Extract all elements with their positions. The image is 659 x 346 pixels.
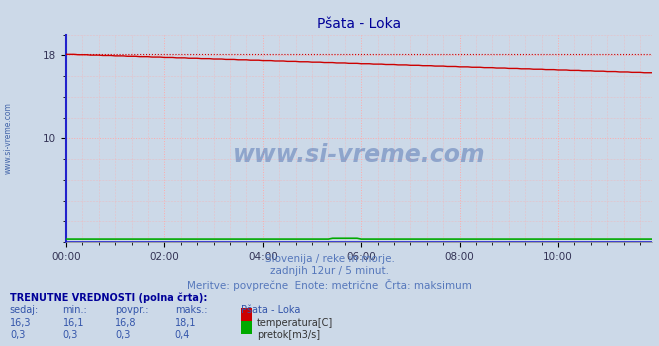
Text: 18,1: 18,1 <box>175 318 196 328</box>
Text: zadnjih 12ur / 5 minut.: zadnjih 12ur / 5 minut. <box>270 266 389 276</box>
Text: 0,3: 0,3 <box>63 330 78 340</box>
Text: temperatura[C]: temperatura[C] <box>257 318 333 328</box>
Text: povpr.:: povpr.: <box>115 305 149 315</box>
Text: 16,3: 16,3 <box>10 318 32 328</box>
Text: maks.:: maks.: <box>175 305 207 315</box>
Text: www.si-vreme.com: www.si-vreme.com <box>233 143 486 167</box>
Text: 0,3: 0,3 <box>115 330 130 340</box>
Text: Slovenija / reke in morje.: Slovenija / reke in morje. <box>264 254 395 264</box>
Text: Pšata - Loka: Pšata - Loka <box>241 305 300 315</box>
Text: TRENUTNE VREDNOSTI (polna črta):: TRENUTNE VREDNOSTI (polna črta): <box>10 292 208 303</box>
Text: min.:: min.: <box>63 305 88 315</box>
Text: 16,1: 16,1 <box>63 318 84 328</box>
Title: Pšata - Loka: Pšata - Loka <box>317 17 401 31</box>
Text: pretok[m3/s]: pretok[m3/s] <box>257 330 320 340</box>
Text: 0,3: 0,3 <box>10 330 25 340</box>
Text: 16,8: 16,8 <box>115 318 137 328</box>
Text: Meritve: povprečne  Enote: metrične  Črta: maksimum: Meritve: povprečne Enote: metrične Črta:… <box>187 279 472 291</box>
Text: 0,4: 0,4 <box>175 330 190 340</box>
Text: www.si-vreme.com: www.si-vreme.com <box>3 102 13 174</box>
Text: sedaj:: sedaj: <box>10 305 39 315</box>
